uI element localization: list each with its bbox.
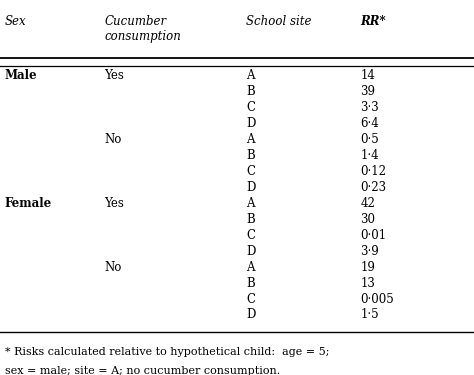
Text: 0·005: 0·005 — [360, 292, 394, 306]
Text: A: A — [246, 133, 255, 146]
Text: * Risks calculated relative to hypothetical child:  age = 5;: * Risks calculated relative to hypotheti… — [5, 347, 329, 357]
Text: Yes: Yes — [104, 69, 124, 82]
Text: C: C — [246, 101, 255, 114]
Text: B: B — [246, 213, 255, 226]
Text: D: D — [246, 309, 256, 321]
Text: 39: 39 — [360, 86, 375, 98]
Text: 0·5: 0·5 — [360, 133, 379, 146]
Text: Female: Female — [5, 197, 52, 210]
Text: B: B — [246, 277, 255, 290]
Text: Cucumber
consumption: Cucumber consumption — [104, 15, 181, 43]
Text: 0·12: 0·12 — [360, 165, 386, 178]
Text: 42: 42 — [360, 197, 375, 210]
Text: D: D — [246, 245, 256, 258]
Text: C: C — [246, 229, 255, 242]
Text: A: A — [246, 261, 255, 274]
Text: sex = male; site = A; no cucumber consumption.: sex = male; site = A; no cucumber consum… — [5, 366, 280, 375]
Text: No: No — [104, 133, 122, 146]
Text: B: B — [246, 86, 255, 98]
Text: 1·4: 1·4 — [360, 149, 379, 162]
Text: 19: 19 — [360, 261, 375, 274]
Text: Sex: Sex — [5, 15, 27, 28]
Text: 6·4: 6·4 — [360, 117, 379, 130]
Text: No: No — [104, 261, 122, 274]
Text: A: A — [246, 197, 255, 210]
Text: Yes: Yes — [104, 197, 124, 210]
Text: D: D — [246, 117, 256, 130]
Text: C: C — [246, 292, 255, 306]
Text: RR*: RR* — [360, 15, 386, 28]
Text: 30: 30 — [360, 213, 375, 226]
Text: 14: 14 — [360, 69, 375, 82]
Text: School site: School site — [246, 15, 312, 28]
Text: 3·3: 3·3 — [360, 101, 379, 114]
Text: 0·01: 0·01 — [360, 229, 386, 242]
Text: B: B — [246, 149, 255, 162]
Text: Male: Male — [5, 69, 37, 82]
Text: 0·23: 0·23 — [360, 181, 386, 194]
Text: A: A — [246, 69, 255, 82]
Text: 1·5: 1·5 — [360, 309, 379, 321]
Text: 3·9: 3·9 — [360, 245, 379, 258]
Text: C: C — [246, 165, 255, 178]
Text: D: D — [246, 181, 256, 194]
Text: 13: 13 — [360, 277, 375, 290]
